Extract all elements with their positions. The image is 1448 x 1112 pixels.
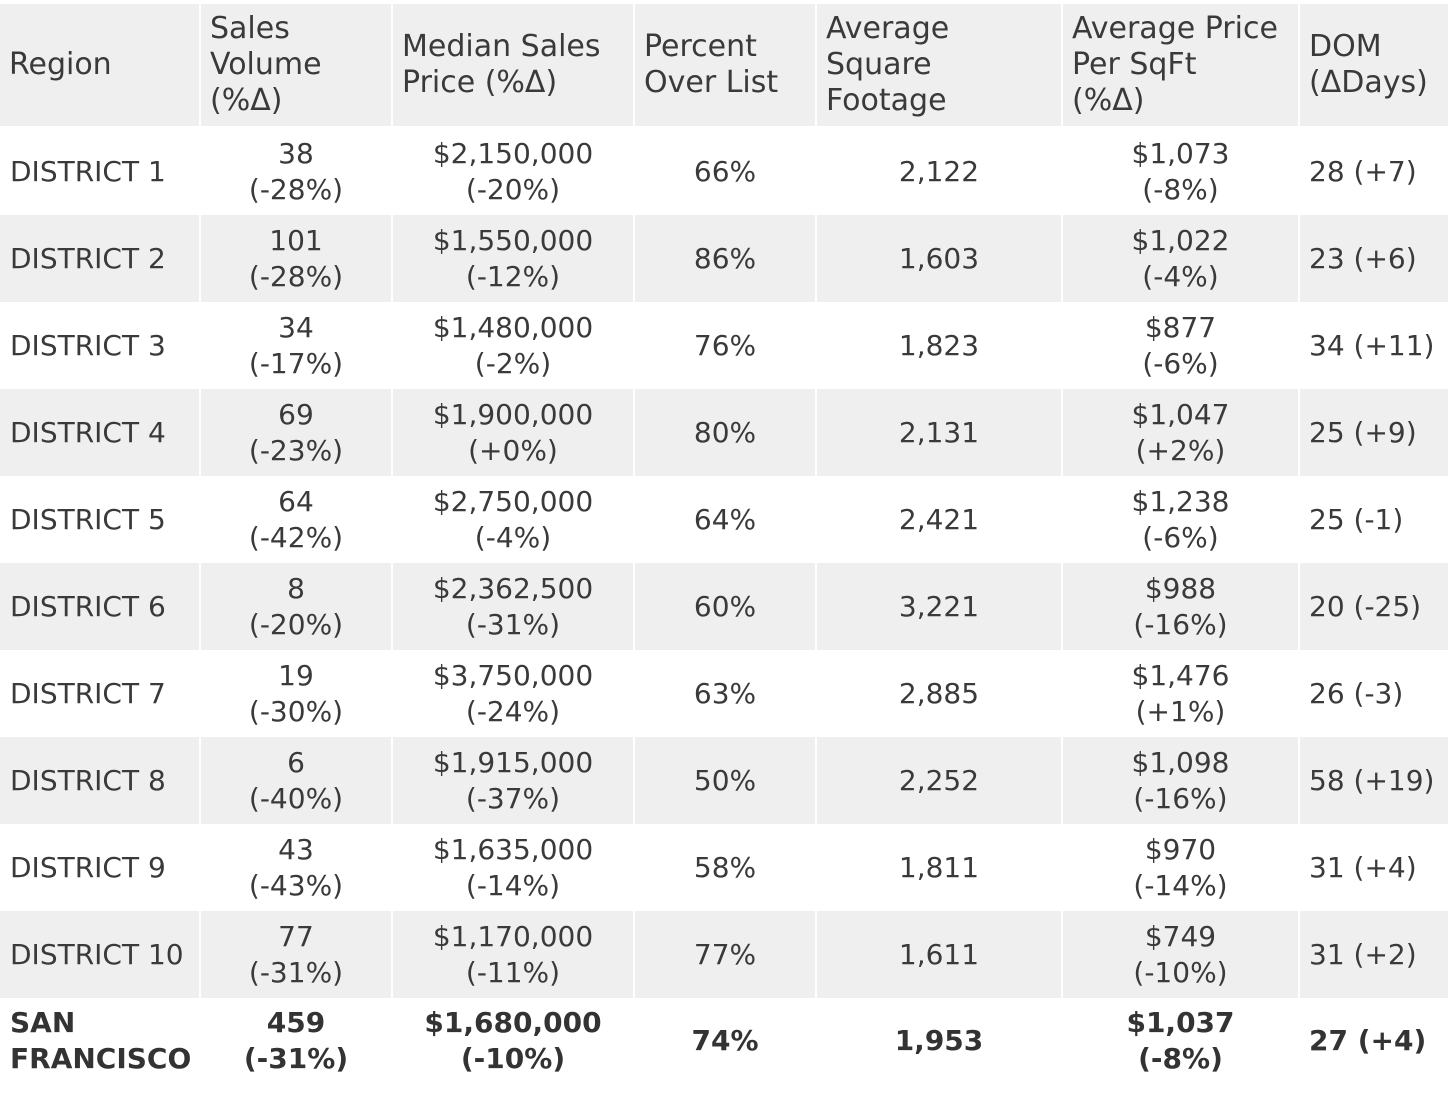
- cell-avg-price-sqft: $749 (-10%): [1063, 911, 1300, 998]
- cell-dom: 34 (+11): [1300, 302, 1448, 389]
- table-row: DISTRICT 2 101 (-28%) $1,550,000 (-12%) 86%…: [0, 215, 1448, 302]
- header-percent-over-list[interactable]: Percent Over List: [635, 4, 817, 126]
- cell-region: DISTRICT 5: [0, 476, 201, 563]
- cell-avg-price-sqft: $1,476 (+1%): [1063, 650, 1300, 737]
- cell-dom: 23 (+6): [1300, 215, 1448, 302]
- cell-avg-price-sqft: $1,022 (-4%): [1063, 215, 1300, 302]
- total-median-price: $1,680,000 (-10%): [393, 998, 635, 1084]
- cell-region: DISTRICT 4: [0, 389, 201, 476]
- cell-avg-sqft: 1,611: [817, 911, 1063, 998]
- cell-dom: 25 (+9): [1300, 389, 1448, 476]
- cell-pct-over-list: 76%: [635, 302, 817, 389]
- cell-sales-volume: 101 (-28%): [201, 215, 393, 302]
- cell-median-price: $1,480,000 (-2%): [393, 302, 635, 389]
- cell-sales-volume: 38 (-28%): [201, 128, 393, 215]
- total-sales-volume: 459 (-31%): [201, 998, 393, 1084]
- cell-median-price: $2,150,000 (-20%): [393, 128, 635, 215]
- cell-avg-price-sqft: $877 (-6%): [1063, 302, 1300, 389]
- cell-sales-volume: 34 (-17%): [201, 302, 393, 389]
- cell-avg-price-sqft: $970 (-14%): [1063, 824, 1300, 911]
- cell-region: DISTRICT 10: [0, 911, 201, 998]
- table-row: DISTRICT 1 38 (-28%) $2,150,000 (-20%) 66% 2…: [0, 128, 1448, 215]
- cell-median-price: $1,550,000 (-12%): [393, 215, 635, 302]
- cell-avg-sqft: 2,885: [817, 650, 1063, 737]
- header-average-price-per-sqft[interactable]: Average Price Per SqFt (%Δ): [1063, 4, 1300, 126]
- header-divider: [0, 126, 1448, 128]
- cell-sales-volume: 69 (-23%): [201, 389, 393, 476]
- table-body: DISTRICT 1 38 (-28%) $2,150,000 (-20%) 66% 2…: [0, 128, 1448, 998]
- cell-avg-price-sqft: $1,238 (-6%): [1063, 476, 1300, 563]
- cell-dom: 28 (+7): [1300, 128, 1448, 215]
- cell-avg-sqft: 3,221: [817, 563, 1063, 650]
- cell-median-price: $2,362,500 (-31%): [393, 563, 635, 650]
- cell-dom: 26 (-3): [1300, 650, 1448, 737]
- header-sales-volume[interactable]: Sales Volume (%Δ): [201, 4, 393, 126]
- cell-region: DISTRICT 3: [0, 302, 201, 389]
- table-total-row: SAN FRANCISCO 459 (-31%) $1,680,000 (-10…: [0, 998, 1448, 1084]
- cell-avg-sqft: 1,603: [817, 215, 1063, 302]
- cell-avg-sqft: 2,131: [817, 389, 1063, 476]
- table-row: DISTRICT 10 77 (-31%) $1,170,000 (-11%) 77%…: [0, 911, 1448, 998]
- total-avg-price-sqft: $1,037 (-8%): [1063, 998, 1300, 1084]
- table-row: DISTRICT 5 64 (-42%) $2,750,000 (-4%) 64% 2,…: [0, 476, 1448, 563]
- cell-sales-volume: 19 (-30%): [201, 650, 393, 737]
- cell-sales-volume: 43 (-43%): [201, 824, 393, 911]
- cell-sales-volume: 8 (-20%): [201, 563, 393, 650]
- total-region: SAN FRANCISCO: [0, 998, 201, 1084]
- cell-region: DISTRICT 9: [0, 824, 201, 911]
- cell-pct-over-list: 86%: [635, 215, 817, 302]
- header-average-square-footage[interactable]: Average Square Footage: [817, 4, 1063, 126]
- cell-dom: 25 (-1): [1300, 476, 1448, 563]
- cell-avg-sqft: 2,122: [817, 128, 1063, 215]
- cell-median-price: $1,170,000 (-11%): [393, 911, 635, 998]
- cell-pct-over-list: 64%: [635, 476, 817, 563]
- market-stats-table: Region Sales Volume (%Δ) Median Sales Pr…: [0, 4, 1448, 1084]
- cell-avg-price-sqft: $1,098 (-16%): [1063, 737, 1300, 824]
- cell-avg-sqft: 2,252: [817, 737, 1063, 824]
- cell-region: DISTRICT 7: [0, 650, 201, 737]
- cell-dom: 31 (+4): [1300, 824, 1448, 911]
- cell-dom: 31 (+2): [1300, 911, 1448, 998]
- total-pct-over-list: 74%: [635, 998, 817, 1084]
- cell-avg-sqft: 2,421: [817, 476, 1063, 563]
- cell-avg-sqft: 1,811: [817, 824, 1063, 911]
- cell-pct-over-list: 80%: [635, 389, 817, 476]
- cell-avg-price-sqft: $1,073 (-8%): [1063, 128, 1300, 215]
- cell-pct-over-list: 50%: [635, 737, 817, 824]
- cell-pct-over-list: 77%: [635, 911, 817, 998]
- total-avg-sqft: 1,953: [817, 998, 1063, 1084]
- cell-region: DISTRICT 8: [0, 737, 201, 824]
- cell-median-price: $1,900,000 (+0%): [393, 389, 635, 476]
- cell-sales-volume: 77 (-31%): [201, 911, 393, 998]
- header-region[interactable]: Region: [0, 4, 201, 126]
- cell-pct-over-list: 58%: [635, 824, 817, 911]
- table-row: DISTRICT 9 43 (-43%) $1,635,000 (-14%) 58% 1…: [0, 824, 1448, 911]
- table-header-row: Region Sales Volume (%Δ) Median Sales Pr…: [0, 4, 1448, 126]
- table-row: DISTRICT 4 69 (-23%) $1,900,000 (+0%) 80% 2,…: [0, 389, 1448, 476]
- table-row: DISTRICT 3 34 (-17%) $1,480,000 (-2%) 76% 1,…: [0, 302, 1448, 389]
- cell-pct-over-list: 60%: [635, 563, 817, 650]
- cell-sales-volume: 64 (-42%): [201, 476, 393, 563]
- cell-dom: 20 (-25): [1300, 563, 1448, 650]
- cell-region: DISTRICT 2: [0, 215, 201, 302]
- cell-pct-over-list: 63%: [635, 650, 817, 737]
- table-row: DISTRICT 7 19 (-30%) $3,750,000 (-24%) 63% 2…: [0, 650, 1448, 737]
- cell-median-price: $1,635,000 (-14%): [393, 824, 635, 911]
- cell-pct-over-list: 66%: [635, 128, 817, 215]
- header-dom[interactable]: DOM (ΔDays): [1300, 4, 1448, 126]
- cell-dom: 58 (+19): [1300, 737, 1448, 824]
- cell-avg-price-sqft: $1,047 (+2%): [1063, 389, 1300, 476]
- cell-sales-volume: 6 (-40%): [201, 737, 393, 824]
- header-median-sales-price[interactable]: Median Sales Price (%Δ): [393, 4, 635, 126]
- cell-median-price: $1,915,000 (-37%): [393, 737, 635, 824]
- cell-avg-price-sqft: $988 (-16%): [1063, 563, 1300, 650]
- cell-region: DISTRICT 6: [0, 563, 201, 650]
- cell-avg-sqft: 1,823: [817, 302, 1063, 389]
- cell-region: DISTRICT 1: [0, 128, 201, 215]
- total-dom: 27 (+4): [1300, 998, 1448, 1084]
- cell-median-price: $2,750,000 (-4%): [393, 476, 635, 563]
- cell-median-price: $3,750,000 (-24%): [393, 650, 635, 737]
